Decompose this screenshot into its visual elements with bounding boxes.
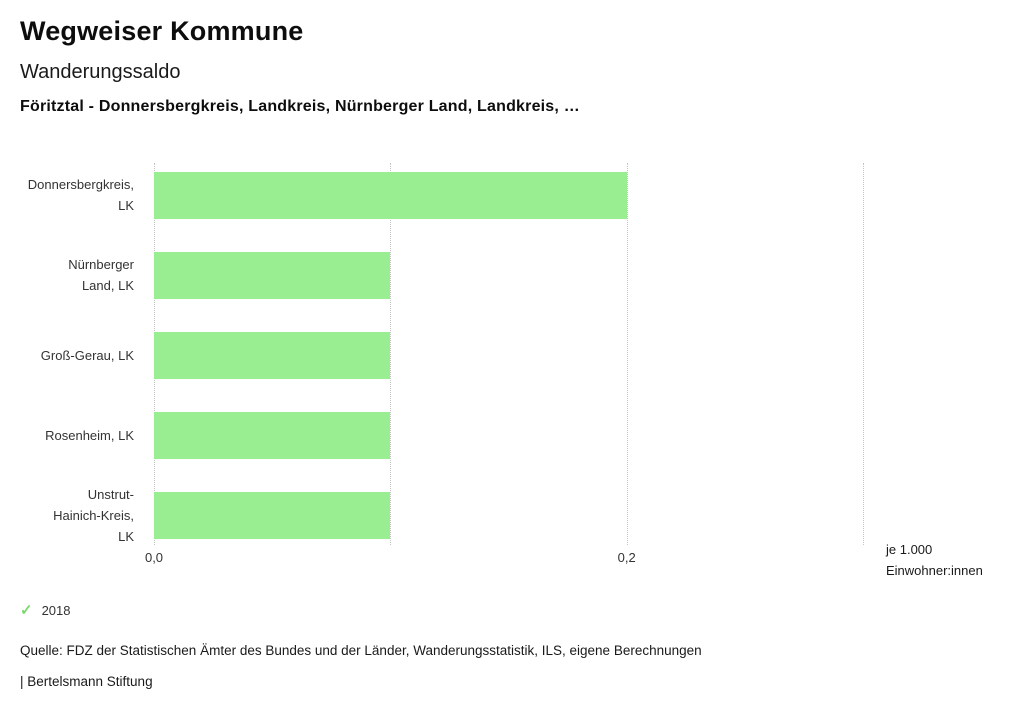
chart-rows: Donnersbergkreis, LK Nürnberger Land, LK Gro… <box>0 155 1024 555</box>
bar-track <box>154 331 863 379</box>
legend-year-label: 2018 <box>41 603 71 618</box>
app-title: Wegweiser Kommune <box>20 16 304 46</box>
axis-unit-label: je 1.000 Einwohner:innen <box>886 539 983 581</box>
chart-row: Donnersbergkreis, LK <box>0 155 1024 235</box>
category-label: Nürnberger Land, LK <box>68 257 134 293</box>
brand-note: | Bertelsmann Stiftung <box>20 674 153 689</box>
source-note: Quelle: FDZ der Statistischen Ämter des … <box>20 643 702 658</box>
chart-row: Rosenheim, LK <box>0 395 1024 475</box>
category-label: Unstrut- Hainich-Kreis, LK <box>53 486 134 544</box>
chart-row: Nürnberger Land, LK <box>0 235 1024 315</box>
selected-regions: Föritztal - Donnersbergkreis, Landkreis,… <box>20 98 580 115</box>
bar-track <box>154 491 863 539</box>
indicator-title: Wanderungssaldo <box>20 61 181 83</box>
bar-chart: Donnersbergkreis, LK Nürnberger Land, LK Gro… <box>0 155 1024 585</box>
x-tick-label: 0,2 <box>617 550 636 565</box>
bar[interactable] <box>154 331 391 379</box>
category-label: Rosenheim, LK <box>45 427 134 443</box>
category-label: Donnersbergkreis, LK <box>27 177 134 213</box>
axis-unit-line-1: je 1.000 <box>886 542 933 557</box>
bar[interactable] <box>154 491 391 539</box>
check-icon: ✓ <box>20 602 33 619</box>
chart-row: Groß-Gerau, LK <box>0 315 1024 395</box>
axis-unit-line-2: Einwohner:innen <box>886 563 983 578</box>
bar-track <box>154 251 863 299</box>
bar[interactable] <box>154 171 627 219</box>
x-axis-ticks: 0,0 0,2 <box>145 550 863 570</box>
bar[interactable] <box>154 411 391 459</box>
bar-track <box>154 411 863 459</box>
bar[interactable] <box>154 251 391 299</box>
chart-header: Wegweiser Kommune Wanderungssaldo Föritz… <box>20 16 1000 116</box>
bar-track <box>154 171 863 219</box>
chart-row: Unstrut- Hainich-Kreis, LK <box>0 475 1024 555</box>
legend-item-2018[interactable]: ✓ 2018 <box>20 603 71 618</box>
category-label: Groß-Gerau, LK <box>40 347 134 363</box>
x-tick-label: 0,0 <box>144 550 164 565</box>
